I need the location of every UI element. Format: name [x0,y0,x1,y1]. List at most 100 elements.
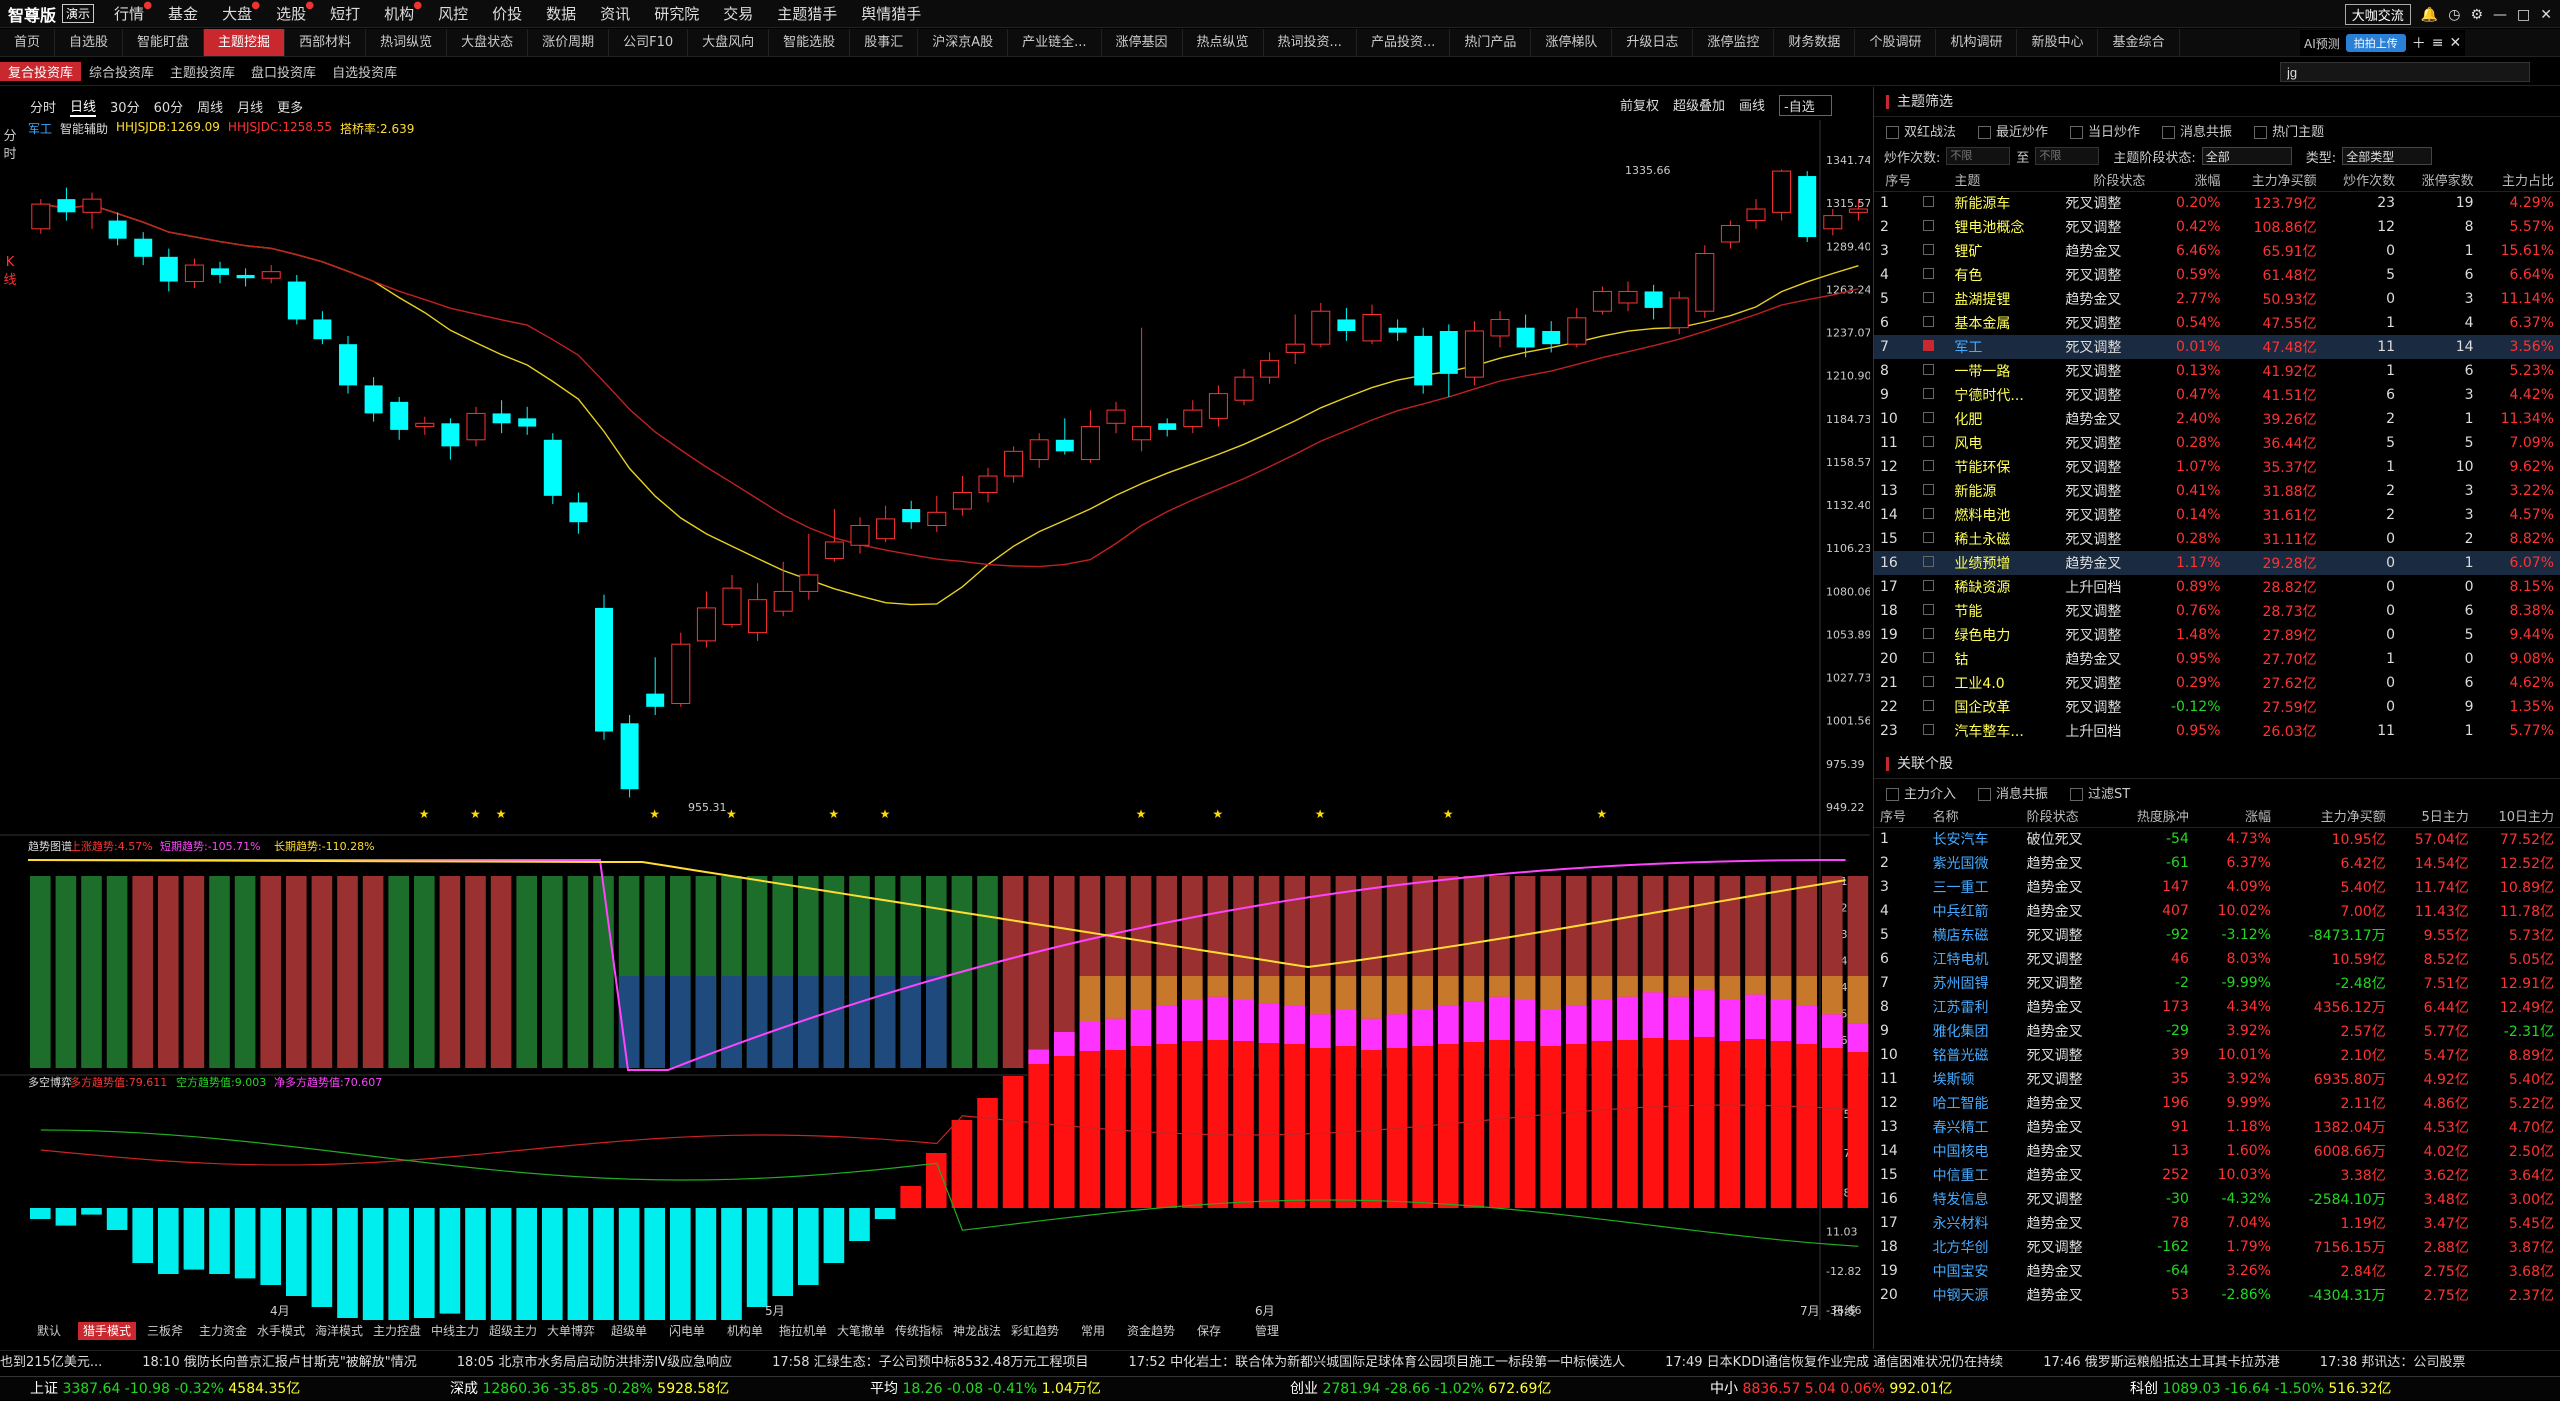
theme-name[interactable]: 工业4.0 [1954,676,2005,692]
theme-row[interactable]: 4 有色 死叉调整 0.59% 61.48亿 5 6 6.64% [1874,263,2560,287]
indicator-tab-11[interactable]: 闪电单 [668,1324,705,1338]
tab-22[interactable]: 财务数据 [1774,29,1856,56]
stock-row[interactable]: 11 埃斯顿 死叉调整 35 3.92% 6935.80万 4.92亿 5.40亿 [1874,1067,2560,1091]
theme-col[interactable]: 主力占比 [2479,169,2560,192]
theme-name[interactable]: 汽车整车... [1954,724,2024,740]
theme-name[interactable]: 一带一路 [1954,364,2011,380]
theme-col[interactable]: 主力净买额 [2226,169,2323,192]
stock-name[interactable]: 苏州固锝 [1932,976,1989,992]
indicator-tab-12[interactable]: 机构单 [726,1324,763,1338]
strip-char[interactable]: 线 [3,273,17,288]
news-item[interactable]: 17:46 俄罗斯运粮船抵达土耳其卡拉苏港 [2043,1355,2280,1370]
row-checkbox[interactable] [1923,316,1935,327]
indicator-tab-15[interactable]: 传统指标 [894,1324,943,1338]
kline-chart[interactable]: 1341.74 1315.57 1289.40 1263.24 1237.07 1210.… [0,120,1870,1320]
stock-row[interactable]: 7 苏州固锝 死叉调整 -2 -9.99% -2.48亿 7.51亿 12.91亿 [1874,971,2560,995]
index-item[interactable]: 科创 1089.03 -16.64 -1.50% 516.32亿 [2130,1377,2520,1400]
stock-row[interactable]: 8 江苏雷利 趋势金叉 173 4.34% 4356.12万 6.44亿 12.49亿 [1874,995,2560,1019]
menu-8[interactable]: 数据 [546,5,577,23]
indicator-tab-7[interactable]: 中线主力 [430,1324,479,1338]
row-checkbox[interactable] [1923,556,1935,567]
stock-row[interactable]: 3 三一重工 趋势金叉 147 4.09% 5.40亿 11.74亿 10.89亿 [1874,875,2560,899]
tab-3[interactable]: 主题挖掘 [204,29,286,56]
tab-24[interactable]: 机构调研 [1936,29,2018,56]
maximize-icon[interactable]: □ [2517,6,2531,23]
theme-name[interactable]: 节能 [1954,604,1983,620]
theme-check-cell[interactable] [1917,695,1948,719]
theme-check-cell[interactable] [1917,455,1948,479]
tab-5[interactable]: 热词纵览 [366,29,448,56]
menu-11[interactable]: 交易 [723,5,754,23]
ai-label[interactable]: AI预测 [2304,36,2340,51]
theme-check-cell[interactable] [1917,263,1948,287]
theme-row[interactable]: 23 汽车整车... 上升回档 0.95% 26.03亿 11 1 5.77% [1874,719,2560,743]
theme-row[interactable]: 8 一带一路 死叉调整 0.13% 41.92亿 1 6 5.23% [1874,359,2560,383]
indicator-tab-6[interactable]: 主力控盘 [372,1324,421,1338]
stock-name[interactable]: 中国核电 [1932,1144,1989,1160]
indicator-tab-21[interactable]: 管理 [1254,1324,1279,1338]
theme-check-cell[interactable] [1917,623,1948,647]
subtab-0[interactable]: 复合投资库 [0,62,82,81]
indicator-tab-10[interactable]: 超级单 [610,1324,647,1338]
menu-4[interactable]: 短打 [330,5,361,23]
theme-name[interactable]: 钴 [1954,652,1969,668]
indicator-tab-0[interactable]: 默认 [36,1324,61,1338]
tab-7[interactable]: 涨价周期 [528,29,610,56]
theme-col[interactable] [1917,169,1949,192]
stage-select[interactable]: 全部 [2201,147,2292,165]
stock-row[interactable]: 13 春兴精工 趋势金叉 91 1.18% 1382.04万 4.53亿 4.70亿 [1874,1115,2560,1139]
tab-9[interactable]: 大盘风向 [688,29,770,56]
indicator-tab-5[interactable]: 海洋模式 [314,1324,363,1338]
row-checkbox[interactable] [1923,244,1935,255]
theme-name[interactable]: 宁德时代... [1954,388,2024,404]
tab-26[interactable]: 基金综合 [2098,29,2180,56]
theme-check-cell[interactable] [1917,599,1948,623]
stock-row[interactable]: 1 长安汽车 破位死叉 -54 4.73% 10.95亿 57.04亿 77.52亿 [1874,827,2560,851]
menu-9[interactable]: 资讯 [600,5,631,23]
theme-row[interactable]: 12 节能环保 死叉调整 1.07% 35.37亿 1 10 9.62% [1874,455,2560,479]
menu-10[interactable]: 研究院 [654,5,700,23]
check-2[interactable]: 过滤ST [2070,783,2130,802]
row-checkbox[interactable] [1923,268,1935,279]
tab-18[interactable]: 热门产品 [1450,29,1532,56]
bell-icon[interactable]: 🔔 [2420,6,2439,23]
stock-name[interactable]: 北方华创 [1932,1240,1989,1256]
period-0[interactable]: 分时 [30,100,57,116]
indicator-tab-3[interactable]: 主力资金 [198,1324,247,1338]
theme-name[interactable]: 有色 [1954,268,1983,284]
theme-check-cell[interactable] [1917,287,1948,311]
check-4[interactable]: 热门主题 [2254,121,2324,140]
indicator-tab-4[interactable]: 水手模式 [256,1324,305,1338]
theme-name[interactable]: 新能源 [1954,484,1997,500]
indicator-tab-2[interactable]: 三板斧 [146,1324,183,1338]
tab-10[interactable]: 智能选股 [769,29,851,56]
row-checkbox[interactable] [1923,604,1935,615]
count-max-input[interactable] [2035,147,2100,165]
strip-char[interactable]: 分 [3,129,17,144]
row-checkbox[interactable] [1923,628,1935,639]
menu-0[interactable]: 行情 ● [114,0,153,23]
theme-row[interactable]: 9 宁德时代... 死叉调整 0.47% 41.51亿 6 3 4.42% [1874,383,2560,407]
clock-icon[interactable]: ◷ [2448,6,2461,23]
theme-name[interactable]: 燃料电池 [1954,508,2011,524]
stock-row[interactable]: 18 北方华创 死叉调整 -162 1.79% 7156.15万 2.88亿 3.87亿 [1874,1235,2560,1259]
theme-row[interactable]: 21 工业4.0 死叉调整 0.29% 27.62亿 0 6 4.62% [1874,671,2560,695]
stock-col[interactable]: 10日主力 [2474,805,2560,828]
tab-23[interactable]: 个股调研 [1855,29,1937,56]
stock-name[interactable]: 横店东磁 [1932,928,1989,944]
theme-check-cell[interactable] [1917,551,1948,575]
period-4[interactable]: 周线 [197,100,224,116]
tab-1[interactable]: 自选股 [55,29,124,56]
stock-name[interactable]: 铭普光磁 [1932,1048,1989,1064]
tab-20[interactable]: 升级日志 [1612,29,1694,56]
theme-check-cell[interactable] [1917,503,1948,527]
indicator-tab-14[interactable]: 大笔撤单 [836,1324,885,1338]
indicator-tab-1[interactable]: 猎手模式 [78,1322,136,1340]
theme-name[interactable]: 盐湖提锂 [1954,292,2011,308]
tab-14[interactable]: 涨停基因 [1102,29,1183,56]
upload-button[interactable]: 拍拍上传 [2345,34,2406,52]
stock-name[interactable]: 长安汽车 [1932,832,1989,849]
stock-row[interactable]: 2 紫光国微 趋势金叉 -61 6.37% 6.42亿 14.54亿 12.52亿 [1874,851,2560,875]
tab-2[interactable]: 智能盯盘 [123,29,205,56]
tab-19[interactable]: 涨停梯队 [1531,29,1613,56]
